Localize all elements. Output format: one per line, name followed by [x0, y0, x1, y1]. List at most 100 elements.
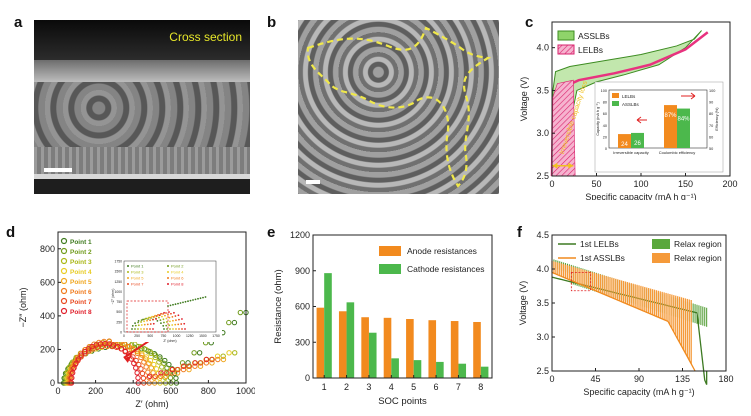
d-inset-xtick-label: 750 — [161, 334, 167, 338]
d-inset-data-point — [140, 319, 143, 322]
d-legend-marker — [60, 277, 68, 285]
e-xtick-label: 3 — [366, 382, 371, 392]
d-inset-data-point — [174, 315, 177, 317]
d-inset-xtick-label: 250 — [134, 334, 140, 338]
d-inset-data-point — [160, 322, 162, 325]
d-inset-data-point — [163, 311, 165, 314]
d-inset-data-point — [184, 300, 187, 303]
d-inset-data-point — [171, 315, 174, 318]
d-inset-data-point — [155, 315, 158, 317]
chart-f: 0 45 90 135 180 2.5 3.0 3.5 4.0 4.5 Specific capac… — [518, 230, 734, 397]
chart-d: 0 200 400 600 800 1000 0 200 400 600 800 Z′ (ohm) −Z… — [18, 231, 255, 409]
panel-e: e 1 2 3 4 5 6 7 8 0 300 600 900 1200 SOC points Resist… — [255, 208, 505, 416]
e-legend-swatch — [379, 246, 401, 256]
d-data-point — [209, 360, 215, 366]
inset-bar-value-label: 24 — [621, 142, 628, 148]
f-ytick-label: 4.0 — [536, 264, 549, 274]
d-legend-marker — [60, 257, 68, 265]
d-data-point — [141, 359, 147, 365]
e-bar — [316, 307, 325, 378]
d-data-point — [181, 363, 187, 369]
d-data-point — [131, 360, 137, 366]
d-inset-data-point — [149, 319, 151, 322]
f-asslb-curve — [551, 271, 696, 372]
inset-left-ytick-label: 80 — [603, 101, 607, 105]
d-inset-data-point — [146, 317, 149, 320]
d-ytick-label: 400 — [40, 311, 55, 321]
d-inset-data-point — [168, 311, 170, 313]
d-xtick-label: 1000 — [236, 386, 255, 396]
d-inset-data-point — [181, 328, 183, 330]
d-data-point — [106, 338, 112, 344]
d-inset-data-point — [172, 319, 174, 322]
d-inset-data-point — [149, 328, 151, 330]
d-inset-data-point — [177, 302, 179, 305]
inset-arrow-left — [636, 116, 647, 124]
e-ytick-label: 300 — [295, 337, 310, 347]
e-bar — [473, 321, 481, 378]
d-inset-data-point — [167, 313, 169, 316]
f-ytick-label: 2.5 — [536, 366, 549, 376]
d-data-point — [152, 354, 158, 361]
f-xtick-label: 45 — [590, 374, 600, 384]
d-data-point — [169, 366, 176, 373]
d-data-point — [232, 350, 238, 356]
c-xtick-label: 200 — [722, 179, 737, 189]
d-data-point — [191, 350, 197, 356]
d-data-point — [179, 360, 186, 366]
e-bar — [480, 366, 489, 378]
inset-right-ytick-label: 70 — [709, 124, 713, 128]
d-inset-data-point — [174, 323, 177, 326]
inset-category-label: Coulombic efficiency — [659, 150, 696, 155]
d-inset-data-point — [171, 324, 174, 326]
d-ytick-label: 0 — [50, 378, 55, 388]
e-xtick-label: 7 — [456, 382, 461, 392]
chart-e: 1 2 3 4 5 6 7 8 0 300 600 900 1200 SOC points Resistan… — [273, 230, 493, 407]
d-legend-label: Point 5 — [70, 279, 92, 286]
d-data-point — [132, 341, 138, 347]
d-data-point — [220, 353, 226, 359]
d-ytick-label: 600 — [40, 277, 55, 287]
f-legend-label: 1st LELBs — [580, 239, 619, 249]
c-xtick-label: 0 — [549, 179, 554, 189]
e-bar — [324, 273, 332, 378]
d-legend-marker — [60, 237, 68, 245]
inset-right-ytick-label: 60 — [709, 135, 713, 139]
d-data-point — [69, 375, 75, 381]
d-data-point — [173, 375, 179, 381]
d-data-point — [215, 356, 221, 363]
d-inset-data-point — [146, 328, 148, 330]
d-data-point — [192, 360, 198, 366]
d-inset-data-point — [157, 313, 159, 316]
d-inset-data-point — [204, 296, 207, 298]
d-inset-ytick-label: 1000 — [114, 290, 122, 294]
d-inset-legend-marker — [127, 277, 129, 279]
d-data-point — [192, 363, 198, 369]
d-inset-legend-marker — [167, 277, 169, 279]
d-inset-data-point — [152, 328, 154, 330]
e-ytick-label: 900 — [295, 266, 310, 276]
e-xtick-label: 4 — [389, 382, 394, 392]
d-legend-label: Point 3 — [70, 259, 92, 266]
d-inset-data-point — [137, 328, 139, 330]
d-xtick-label: 400 — [126, 386, 141, 396]
panel-f: f 0 45 90 135 180 2.5 3.0 3.5 4.0 4.5 Specific cap… — [505, 208, 751, 416]
d-legend-label: Point 2 — [70, 249, 92, 256]
d-data-point — [146, 360, 152, 366]
d-inset-legend-label: Point 2 — [171, 264, 184, 269]
d-inset-data-point — [178, 328, 180, 330]
d-inset-data-point — [179, 302, 182, 304]
d-data-point — [136, 361, 142, 368]
panel-c-label: c — [525, 14, 534, 31]
d-data-point — [147, 357, 154, 364]
d-inset-data-point — [189, 299, 192, 302]
d-legend-marker — [60, 247, 68, 255]
d-legend-label: Point 6 — [70, 289, 92, 296]
d-inset-data-point — [152, 322, 155, 325]
d-inset-legend-marker — [127, 271, 129, 273]
d-data-point — [157, 373, 164, 379]
d-data-point — [152, 373, 158, 379]
inset-right-ytick-label: 90 — [709, 101, 713, 105]
d-data-point — [126, 343, 132, 350]
inset-left-ylabel: Capacity (mA h g⁻¹) — [596, 102, 600, 136]
